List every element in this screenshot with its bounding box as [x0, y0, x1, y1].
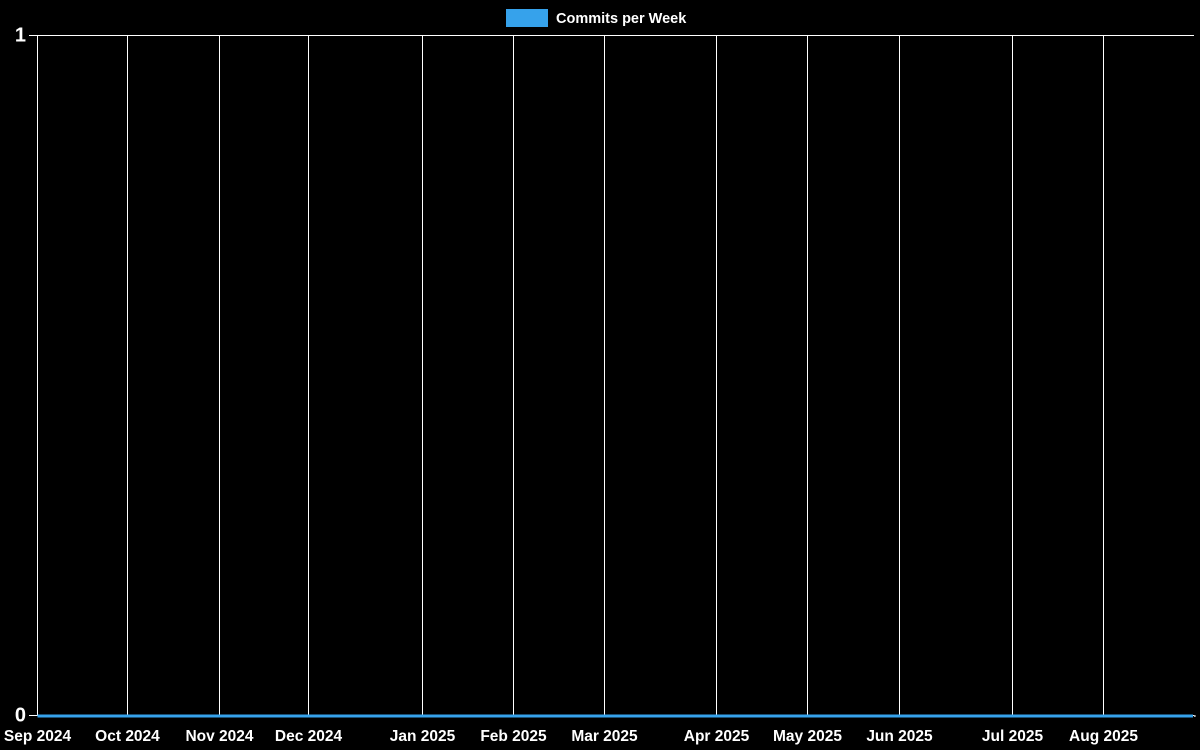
svg-text:Sep 2024: Sep 2024	[4, 728, 72, 745]
svg-text:Jan 2025: Jan 2025	[390, 728, 456, 745]
svg-text:Nov 2024: Nov 2024	[185, 728, 253, 745]
svg-text:May 2025: May 2025	[773, 728, 842, 745]
svg-text:Dec 2024: Dec 2024	[275, 728, 343, 745]
svg-text:Oct 2024: Oct 2024	[95, 728, 160, 745]
svg-text:Aug 2025: Aug 2025	[1069, 728, 1138, 745]
svg-text:Mar 2025: Mar 2025	[571, 728, 638, 745]
svg-text:1: 1	[15, 25, 26, 47]
svg-text:Feb 2025: Feb 2025	[480, 728, 547, 745]
svg-text:Commits per Week: Commits per Week	[556, 11, 687, 27]
svg-text:0: 0	[15, 705, 26, 727]
svg-text:Apr 2025: Apr 2025	[684, 728, 750, 745]
svg-text:Jul 2025: Jul 2025	[982, 728, 1044, 745]
svg-text:Jun 2025: Jun 2025	[866, 728, 933, 745]
